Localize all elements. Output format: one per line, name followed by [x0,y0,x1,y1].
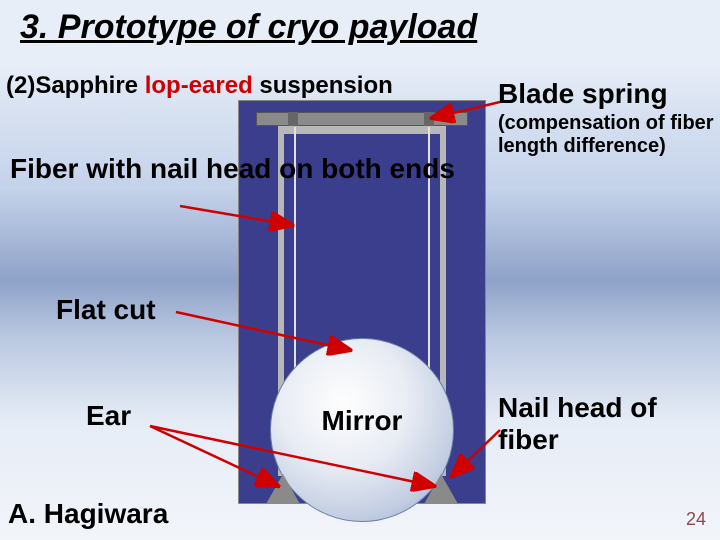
subtitle-suffix: suspension [253,72,393,99]
author-label: A. Hagiwara [8,498,168,530]
subtitle-highlight: lop-eared [145,72,253,99]
subtitle-prefix: (2)Sapphire [6,72,145,99]
slide-title: 3. Prototype of cryo payload [20,8,477,47]
blade-spring-sublabel: (compensation of fiber length difference… [498,112,720,158]
mirror-label: Mirror [300,405,424,437]
slide-subtitle: (2)Sapphire lop-eared suspension [6,72,393,100]
flat-cut-label: Flat cut [56,294,156,326]
frame-top [278,126,446,134]
fiber-label: Fiber with nail head on both ends [10,152,455,185]
nail-head-label: Nail head of fiber [498,392,720,456]
blade-spring-label: Blade spring [498,78,668,110]
ear-label: Ear [86,400,131,432]
page-number: 24 [686,509,706,530]
